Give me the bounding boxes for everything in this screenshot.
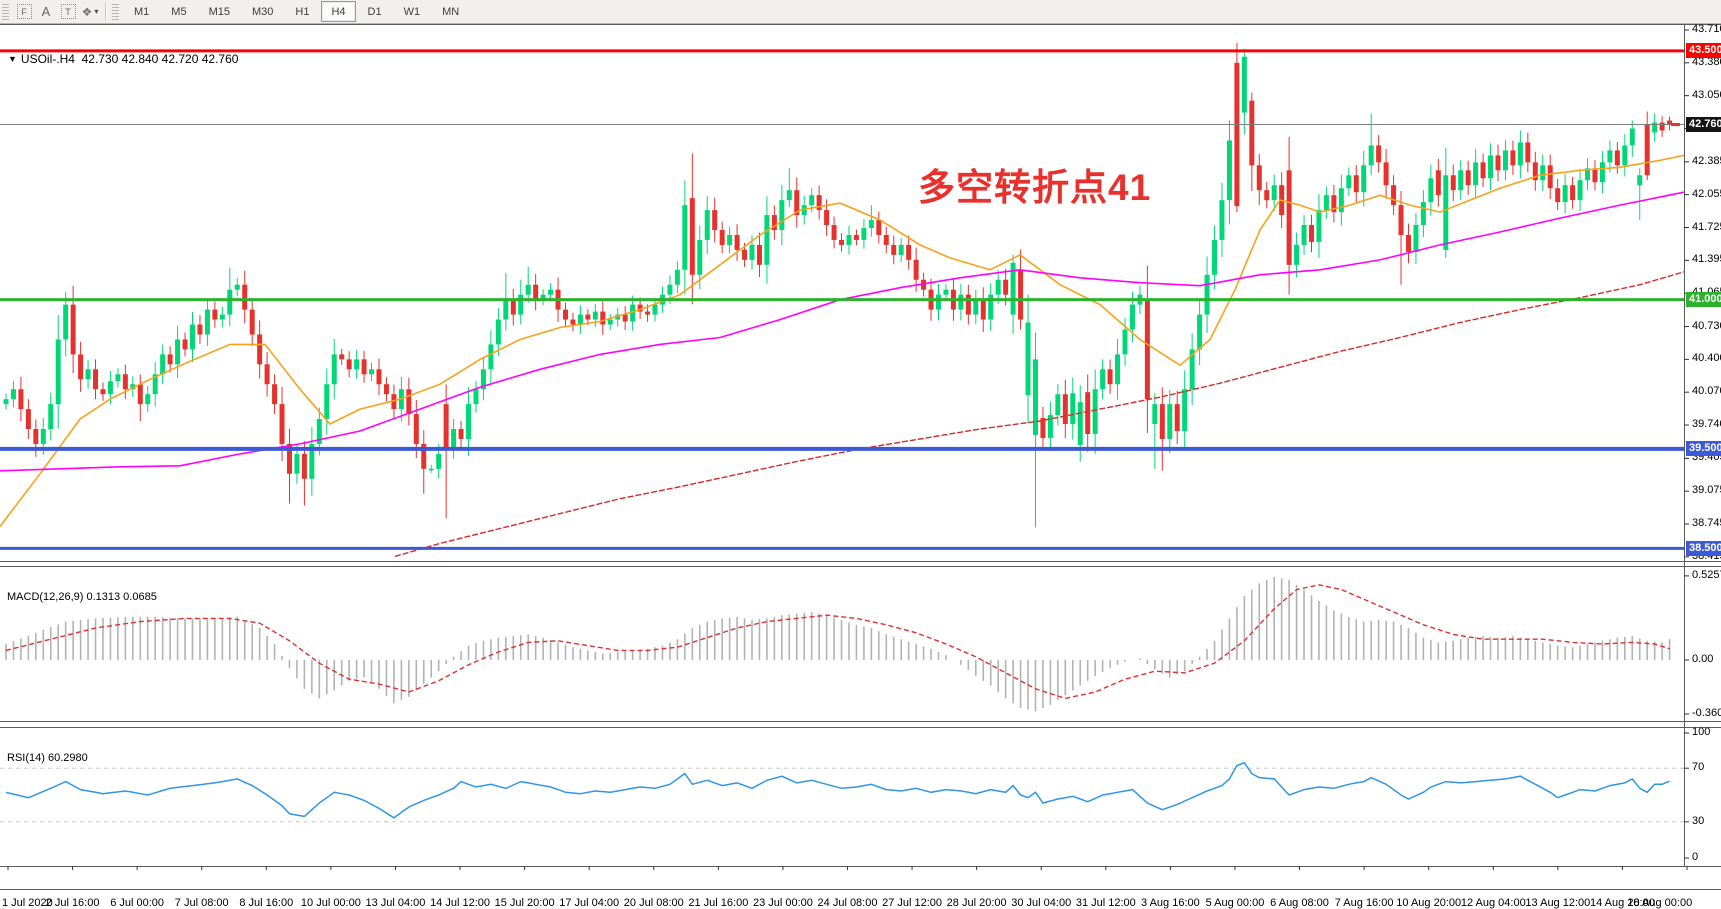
time-tick-label: 30 Jul 04:00 [1011,897,1072,909]
dropdown-caret-icon[interactable]: ▾ [94,7,99,16]
text-t-icon-glyph: T [60,4,76,19]
chart-title: ▼ USOil-.H4 42.730 42.840 42.720 42.760 [8,53,238,66]
price-tick-label: 43.710 [1692,23,1721,35]
rsi-tick-label: 30 [1692,814,1705,827]
toolbar-grip-2[interactable] [112,3,119,20]
timeframe-button-m30[interactable]: M30 [251,5,274,18]
time-tick-label: 13 Jul 04:00 [365,897,426,909]
time-tick-label: 15 Jul 20:00 [494,897,555,909]
rsi-indicator-label: RSI(14) 60.2980 [7,752,88,764]
price-tick-label: 40.070 [1692,385,1721,398]
rsi-tick-label: 70 [1692,761,1705,774]
time-tick-label: 12 Aug 04:00 [1460,897,1526,909]
price-badge-41.000: 41.000 [1686,292,1721,308]
price-tick-label: 38.745 [1692,517,1721,530]
time-tick-label: 24 Jul 08:00 [817,897,878,909]
price-tick-label: 43.380 [1692,55,1721,68]
timeframe-button-w1[interactable]: W1 [403,5,421,18]
time-tick-label: 13 Aug 12:00 [1525,897,1591,909]
toolbar: F A T ❖ ▾ M1 M5 M15 M30 H1 H4 D1 W1 MN [0,0,1721,24]
grid-f-icon[interactable]: F [14,3,34,21]
time-tick-label: 6 Jul 00:00 [110,897,165,909]
price-badge-42.760: 42.760 [1686,117,1721,133]
arrows-icon[interactable]: ❖ ▾ [80,3,100,21]
time-tick-label: 21 Jul 16:00 [688,897,749,909]
price-badge-38.500: 38.500 [1686,540,1721,556]
label-a-icon[interactable]: A [41,4,51,19]
price-tick-label: 39.740 [1692,418,1721,431]
price-tick-label: 39.075 [1692,484,1721,497]
price-tick-label: 40.730 [1692,319,1721,332]
time-tick-label: 23 Jul 00:00 [752,897,813,909]
toolbar-grip[interactable] [2,3,9,20]
timeframe-button-m15[interactable]: M15 [208,5,230,18]
timeframe-button-mn[interactable]: MN [442,5,460,18]
rsi-tick-label: 100 [1692,726,1711,738]
collapse-triangle-icon[interactable]: ▼ [8,54,17,64]
chart-text-annotation: 多空转折点41 [918,167,1152,208]
toolbar-separator [105,2,106,21]
timeframe-button-m5[interactable]: M5 [171,5,187,18]
price-tick-label: 40.400 [1692,352,1721,365]
text-t-icon[interactable]: T [58,3,78,21]
price-tick-label: 42.385 [1692,154,1721,167]
time-tick-label: 27 Jul 12:00 [882,897,943,909]
time-tick-label: 3 Aug 16:00 [1141,897,1200,909]
timeframe-button-h4[interactable]: H4 [321,1,356,22]
time-tick-label: 31 Jul 12:00 [1075,897,1136,909]
time-tick-label: 7 Jul 08:00 [174,897,229,909]
time-tick-label: 20 Jul 08:00 [623,897,684,909]
time-tick-label: 2 Jul 16:00 [45,897,100,909]
price-tick-label: 41.725 [1692,220,1721,233]
grid-f-icon-glyph: F [16,4,32,19]
timeframe-button-m1[interactable]: M1 [134,5,150,18]
arrows-icon-glyph: ❖ [81,4,93,19]
price-badge-43.500: 43.500 [1686,43,1721,59]
rsi-tick-label: 0 [1692,851,1699,863]
time-tick-label: 5 Aug 00:00 [1205,897,1265,909]
macd-tick-label: -0.3603 [1692,707,1721,719]
price-tick-label: 41.395 [1692,253,1721,266]
chart-window: ▼ USOil-.H4 42.730 42.840 42.720 42.760 多… [0,23,1721,909]
macd-tick-label: 0.5257 [1692,568,1721,581]
price-badge-39.500: 39.500 [1686,441,1721,457]
chart-canvas[interactable] [0,24,1721,890]
time-tick-label: 8 Jul 16:00 [239,897,294,909]
time-tick-label: 6 Aug 08:00 [1270,897,1329,909]
timeframe-button-d1[interactable]: D1 [367,5,382,18]
macd-tick-label: 0.00 [1692,653,1714,665]
time-tick-label: 10 Aug 20:00 [1396,897,1462,909]
time-tick-label: 17 Jul 04:00 [559,897,620,909]
time-tick-label: 10 Jul 00:00 [300,897,361,909]
time-tick-label: 7 Aug 16:00 [1334,897,1394,909]
ohlc-quotes: 42.730 42.840 42.720 42.760 [81,52,239,66]
time-tick-label: 18 Aug 00:00 [1627,897,1693,909]
time-tick-label: 28 Jul 20:00 [946,897,1007,909]
symbol-timeframe: USOil-.H4 [20,52,75,66]
price-tick-label: 42.055 [1692,187,1721,200]
macd-indicator-label: MACD(12,26,9) 0.1313 0.0685 [7,591,157,603]
timeframe-button-h1[interactable]: H1 [295,5,310,18]
time-tick-label: 14 Jul 12:00 [430,897,490,909]
price-tick-label: 43.050 [1692,88,1721,101]
